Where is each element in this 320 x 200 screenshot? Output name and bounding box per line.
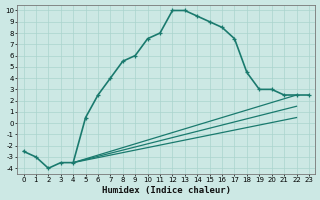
X-axis label: Humidex (Indice chaleur): Humidex (Indice chaleur): [102, 186, 231, 195]
